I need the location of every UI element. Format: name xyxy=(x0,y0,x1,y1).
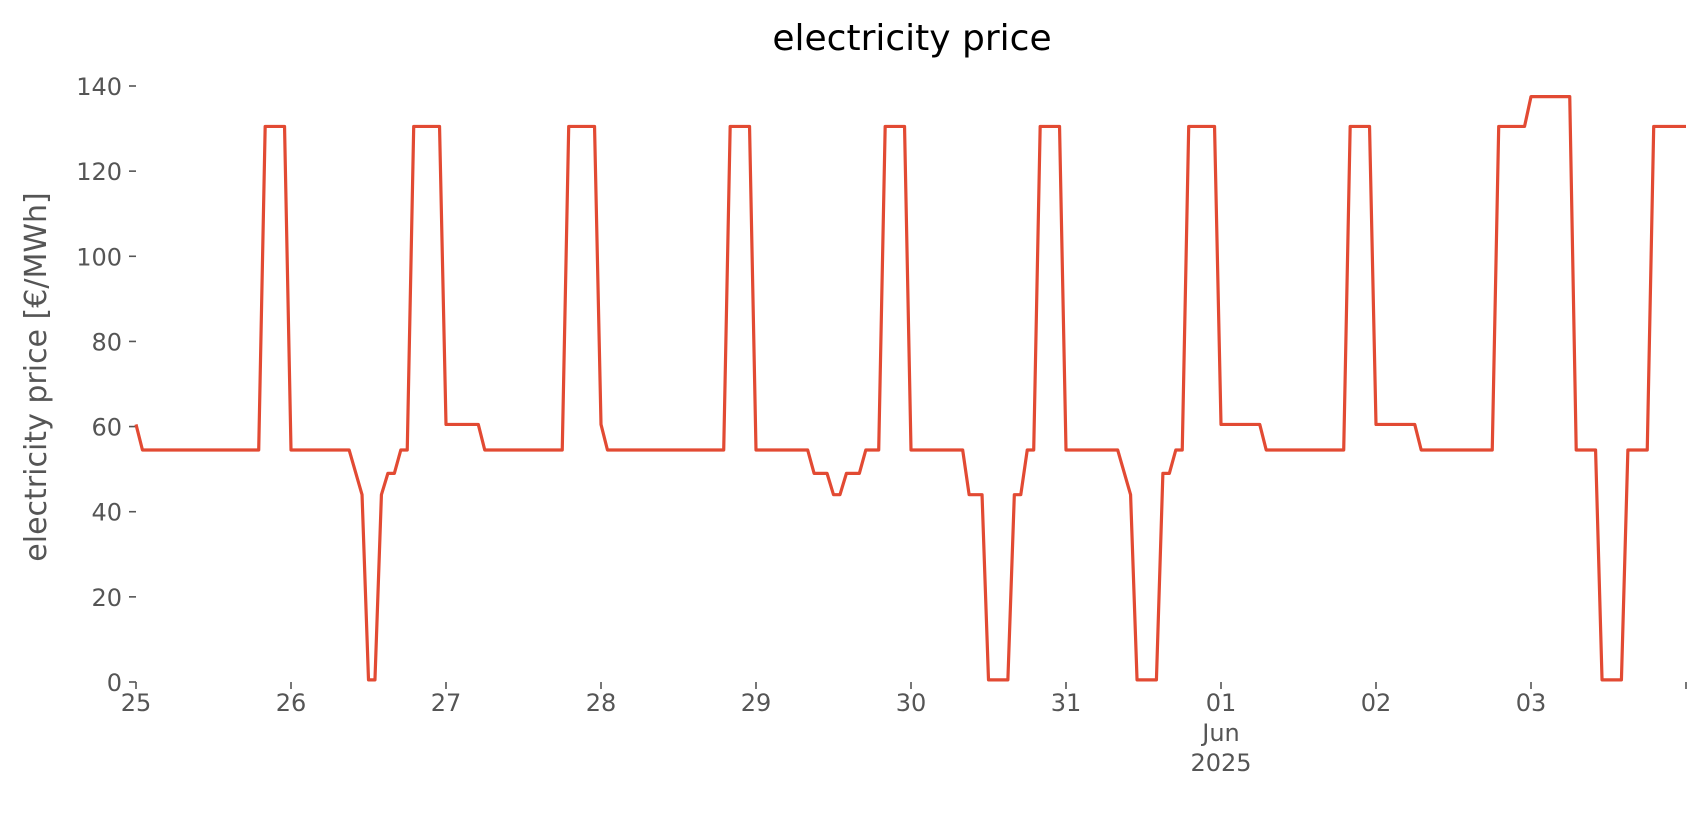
x-tick-label: 03 xyxy=(1516,689,1547,717)
x-tick-label: 25 xyxy=(121,689,152,717)
y-tick-label: 140 xyxy=(76,73,122,101)
x-tick-month-label: Jun xyxy=(1200,719,1240,747)
x-tick-label: 01 xyxy=(1206,689,1237,717)
plot-area xyxy=(134,95,1686,682)
x-tick-label: 27 xyxy=(431,689,462,717)
y-tick-label: 80 xyxy=(91,328,122,356)
y-axis: 0 20 40 60 80 100 120 140 xyxy=(76,73,136,697)
x-tick-label: 30 xyxy=(896,689,927,717)
y-tick-label: 100 xyxy=(76,243,122,271)
y-tick-label: 0 xyxy=(107,669,122,697)
x-tick-label: 28 xyxy=(586,689,617,717)
y-tick-label: 120 xyxy=(76,158,122,186)
y-tick-label: 60 xyxy=(91,414,122,442)
y-axis-label: electricity price [€/MWh] xyxy=(19,192,54,561)
y-tick-label: 20 xyxy=(91,584,122,612)
x-tick-label: 29 xyxy=(741,689,772,717)
y-tick-label: 40 xyxy=(91,499,122,527)
x-tick-label: 31 xyxy=(1051,689,1082,717)
x-tick-label: 26 xyxy=(276,689,307,717)
x-tick-label: 02 xyxy=(1361,689,1392,717)
price-series-line-0 xyxy=(134,95,1686,682)
x-tick-year-label: 2025 xyxy=(1190,749,1251,777)
chart-title: electricity price xyxy=(772,18,1051,59)
